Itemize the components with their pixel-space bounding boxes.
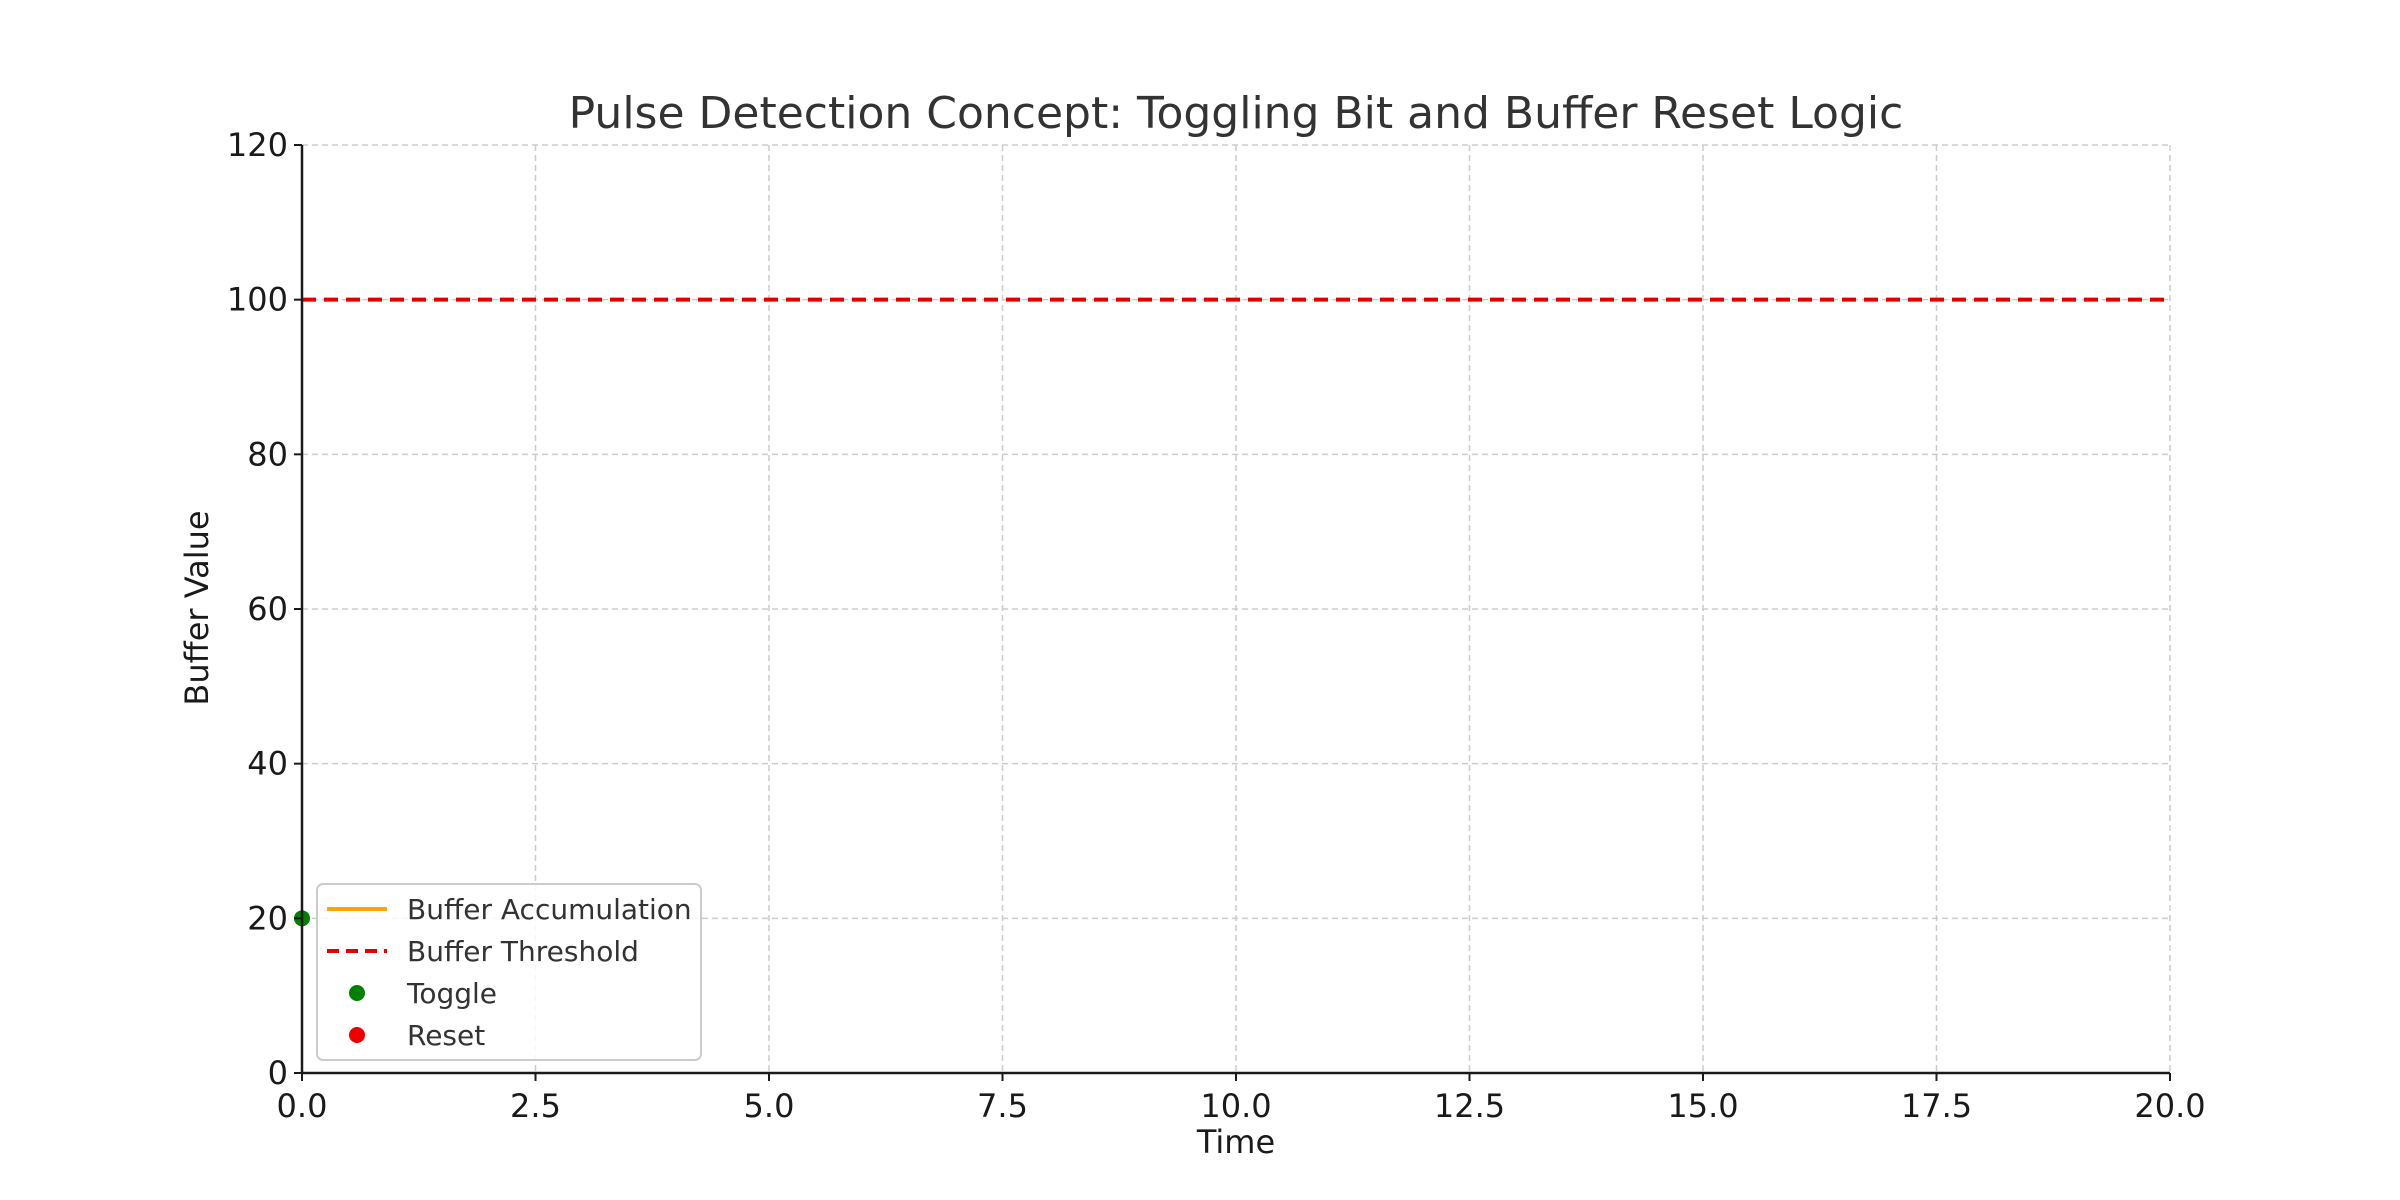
y-axis-ticks: 0 20 40 60 80 100 120 [227,126,302,1092]
legend-label-buffer-threshold: Buffer Threshold [407,935,639,968]
x-axis-ticks: 0.0 2.5 5.0 7.5 10.0 12.5 15.0 17.5 20.0 [277,1073,2206,1125]
x-axis-label: Time [1196,1123,1275,1161]
legend-label-buffer-accumulation: Buffer Accumulation [407,893,692,926]
x-tick-label-5: 12.5 [1434,1087,1505,1125]
legend-marker-reset [349,1027,365,1043]
x-tick-label-3: 7.5 [977,1087,1028,1125]
x-tick-label-6: 15.0 [1667,1087,1738,1125]
legend-marker-toggle [349,985,365,1001]
chart-title: Pulse Detection Concept: Toggling Bit an… [569,88,1904,139]
y-tick-label-6: 120 [227,126,288,164]
y-tick-label-3: 60 [247,590,288,628]
x-tick-label-4: 10.0 [1200,1087,1271,1125]
legend-box [316,883,702,1061]
y-axis-label: Buffer Value [178,510,216,705]
x-tick-label-0: 0.0 [277,1087,328,1125]
x-tick-label-8: 20.0 [2134,1087,2205,1125]
y-tick-label-5: 100 [227,281,288,319]
x-tick-label-2: 5.0 [744,1087,795,1125]
y-tick-label-4: 80 [247,435,288,473]
y-tick-label-0: 0 [268,1054,288,1092]
legend: Buffer Accumulation Buffer Threshold Toggl… [316,883,702,1061]
legend-label-reset: Reset [407,1019,485,1052]
y-tick-label-2: 40 [247,745,288,783]
x-tick-label-7: 17.5 [1901,1087,1972,1125]
y-tick-label-1: 20 [247,899,288,937]
x-tick-label-1: 2.5 [510,1087,561,1125]
legend-label-toggle: Toggle [406,977,497,1010]
